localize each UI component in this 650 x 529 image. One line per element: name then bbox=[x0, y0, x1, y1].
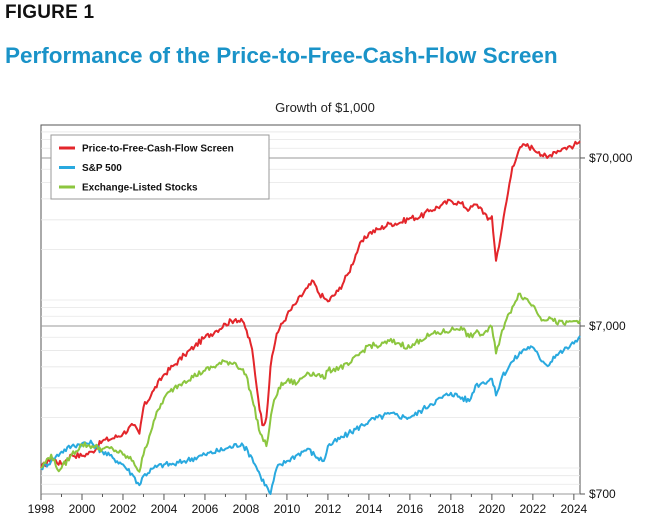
x-tick-label: 2022 bbox=[520, 502, 547, 516]
y-tick-label: $70,000 bbox=[589, 151, 633, 165]
figure-title: Performance of the Price-to-Free-Cash-Fl… bbox=[5, 43, 558, 68]
figure-label: FIGURE 1 bbox=[5, 2, 95, 23]
series-line-s-p-500 bbox=[40, 335, 581, 495]
x-tick-label: 2020 bbox=[479, 502, 506, 516]
x-tick-label: 2008 bbox=[233, 502, 260, 516]
legend-label: Exchange-Listed Stocks bbox=[82, 183, 198, 194]
legend-box bbox=[50, 134, 270, 200]
y-tick-label: $700 bbox=[589, 487, 616, 501]
x-tick-label: 2024 bbox=[561, 502, 588, 516]
x-tick-label: 1998 bbox=[28, 502, 55, 516]
x-tick-label: 2000 bbox=[69, 502, 96, 516]
x-tick-label: 2010 bbox=[274, 502, 301, 516]
x-tick-label: 2006 bbox=[192, 502, 219, 516]
x-tick-label: 2004 bbox=[151, 502, 178, 516]
y-tick-label: $7,000 bbox=[589, 319, 626, 333]
chart-title: Growth of $1,000 bbox=[275, 100, 375, 115]
series-line-price-to-free-cash-flow-screen bbox=[40, 140, 581, 469]
series-line-exchange-listed-stocks bbox=[40, 292, 581, 473]
legend-label: S&P 500 bbox=[82, 163, 122, 174]
x-tick-label: 2018 bbox=[438, 502, 465, 516]
x-tick-label: 2002 bbox=[110, 502, 137, 516]
x-tick-label: 2012 bbox=[315, 502, 342, 516]
x-tick-label: 2016 bbox=[397, 502, 424, 516]
legend-label: Price-to-Free-Cash-Flow Screen bbox=[82, 144, 234, 155]
x-tick-label: 2014 bbox=[356, 502, 383, 516]
